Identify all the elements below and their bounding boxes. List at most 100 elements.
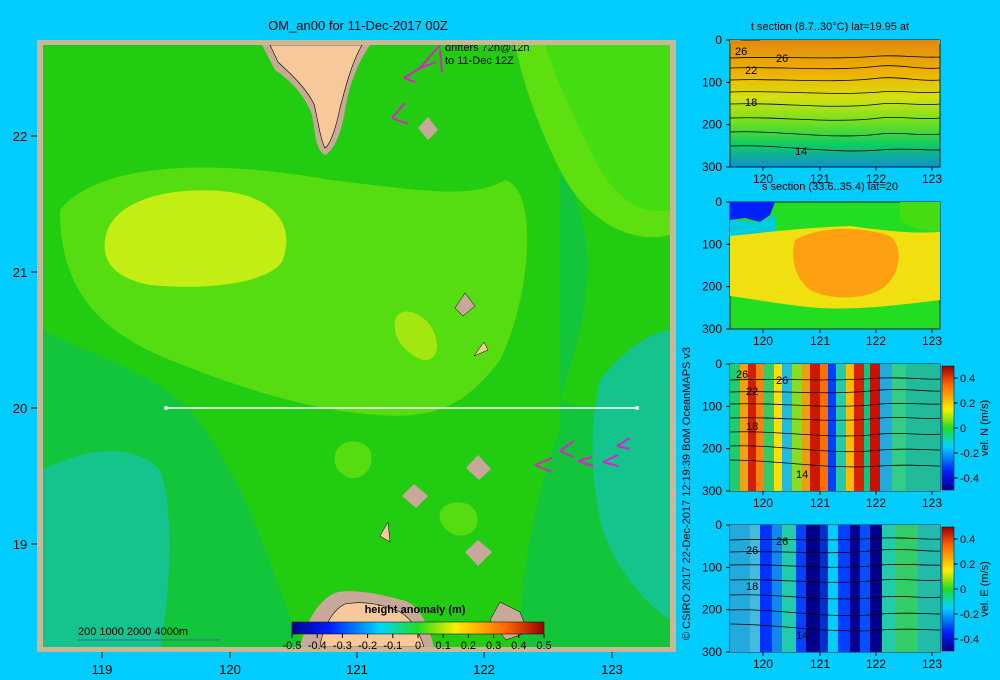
panel-y-tick-label: 200 — [702, 442, 722, 456]
panel-x-tick-label: 122 — [866, 657, 886, 671]
panel-salinity-axes: 120 121 122 123 0 100 200 300 — [702, 195, 942, 348]
contour-line — [729, 445, 941, 453]
velocity-stripe — [782, 525, 796, 652]
drifters-note-1: drifters 72h@12h — [445, 42, 530, 54]
contour-label: 26 — [746, 545, 758, 557]
velocity-stripe — [882, 525, 896, 652]
panel-y-tick-label: 0 — [715, 357, 722, 371]
panel-vel-n-columns — [730, 364, 940, 491]
map-island-2 — [473, 341, 489, 357]
contour-line — [729, 103, 941, 107]
velocity-stripe — [792, 364, 802, 491]
map-y-tick-label: 22 — [13, 129, 27, 144]
panel-vel-e: 26 26 18 14 vel. E (m/s) 0.4 0.2 0 -0.2 -0.4… — [702, 518, 991, 671]
velocity-stripe — [810, 364, 820, 491]
drifter-track — [602, 454, 619, 467]
section-line-end — [635, 406, 639, 410]
map-island-6 — [379, 521, 391, 543]
velocity-colorbar-tick-label: 0.4 — [960, 373, 975, 385]
map-y-tick-label: 20 — [13, 401, 27, 416]
map-zone-right-deep — [592, 330, 670, 620]
contour-label: 14 — [796, 630, 808, 642]
contour-label: 26 — [776, 375, 788, 387]
panel-temperature-topo — [730, 40, 940, 45]
colorbar-title: height anomaly (m) — [365, 604, 466, 616]
contour-line — [729, 431, 941, 437]
panel-y-tick-label: 300 — [702, 322, 722, 336]
velocity-stripe — [836, 364, 846, 491]
velocity-colorbar-tick-label: -0.4 — [960, 634, 979, 646]
colorbar-tick-label: 0.2 — [461, 640, 476, 652]
panel-x-tick-label: 121 — [810, 334, 830, 348]
contour-line — [729, 579, 941, 583]
contour-label: 14 — [795, 146, 807, 158]
drifter-track — [439, 49, 443, 73]
map-zone-upper-right-band — [515, 45, 670, 238]
velocity-stripe — [880, 364, 892, 491]
panel-salinity-fresh-top — [730, 202, 775, 222]
velocity-colorbar-tick-label: -0.2 — [960, 448, 979, 460]
velocity-stripe — [730, 525, 750, 652]
contour-line — [729, 389, 941, 394]
colorbar-tick-label: -0.1 — [383, 640, 402, 652]
map-zone-blob-left — [104, 190, 287, 287]
depth-scale: 200 1000 2000 4000m — [78, 626, 188, 638]
panel-temperature-plot — [729, 39, 941, 168]
velocity-stripe — [870, 364, 880, 491]
colorbar-ticks: -0.5 -0.4 -0.3 -0.2 -0.1 0 0.1 0.2 0.3 0.4 0.5 — [283, 634, 552, 652]
contour-line — [729, 609, 941, 617]
panel-x-tick-label: 121 — [810, 496, 830, 510]
velocity-stripe — [806, 525, 820, 652]
contour-line — [729, 417, 941, 421]
map-x-axis: 119 120 121 122 123 — [92, 652, 623, 677]
velocity-colorbar-tick-label: 0 — [960, 584, 966, 596]
panel-temperature-contours — [729, 55, 941, 152]
colorbar-gradient — [291, 621, 545, 635]
panel-y-tick-label: 0 — [715, 33, 722, 47]
contour-line — [729, 402, 941, 407]
panel-x-tick-label: 123 — [922, 496, 942, 510]
panel-salinity: s section (33.6..35.4) lat=20 120 121 122 1… — [702, 181, 942, 348]
velocity-stripe — [750, 525, 760, 652]
drifter-tracks — [391, 45, 631, 473]
map-island-north — [418, 117, 438, 140]
panel-y-tick-label: 200 — [702, 118, 722, 132]
panel-y-tick-label: 200 — [702, 280, 722, 294]
velocity-stripe — [802, 364, 810, 491]
panel-x-tick-label: 121 — [810, 172, 830, 186]
velocity-colorbar-tick-label: 0 — [960, 423, 966, 435]
panel-vel-e-colorbar — [941, 526, 955, 652]
height-anomaly-colorbar: height anomaly (m) -0.5 -0.4 -0.3 -0.2 -0.1 0… — [283, 604, 552, 652]
contour-label: 26 — [736, 369, 748, 381]
panel-y-tick-label: 200 — [702, 603, 722, 617]
contour-line — [729, 145, 941, 152]
drifter-track — [391, 102, 409, 125]
map-title: OM_an00 for 11-Dec-2017 00Z — [268, 18, 448, 33]
drifter-track — [559, 440, 575, 458]
velocity-stripe — [760, 525, 772, 652]
velocity-colorbar-tick-label: 0.2 — [960, 559, 975, 571]
contour-line — [729, 117, 941, 121]
velocity-colorbar-tick-label: 0.2 — [960, 398, 975, 410]
panel-y-tick-label: 300 — [702, 645, 722, 659]
velocity-stripe — [764, 364, 774, 491]
contour-line — [729, 549, 941, 554]
contour-line — [729, 77, 941, 82]
drifter-track — [417, 45, 441, 71]
colorbar-tick-label: -0.4 — [308, 640, 327, 652]
contour-line — [729, 563, 941, 568]
velocity-stripe — [918, 525, 940, 652]
panel-y-tick-label: 300 — [702, 160, 722, 174]
map-island-5 — [465, 540, 492, 566]
velocity-stripe — [774, 364, 782, 491]
panel-x-tick-label: 121 — [810, 657, 830, 671]
velocity-colorbar-tick-label: -0.4 — [960, 473, 979, 485]
drifter-track — [577, 456, 594, 467]
map-y-axis: 22 21 20 19 — [13, 129, 37, 552]
contour-line — [729, 537, 941, 541]
colorbar-tick-label: 0.1 — [436, 640, 451, 652]
colorbar-tick-label: 0.4 — [511, 640, 526, 652]
velocity-stripe — [756, 364, 764, 491]
contour-line — [729, 377, 941, 381]
panel-vel-e-contours — [729, 537, 941, 632]
